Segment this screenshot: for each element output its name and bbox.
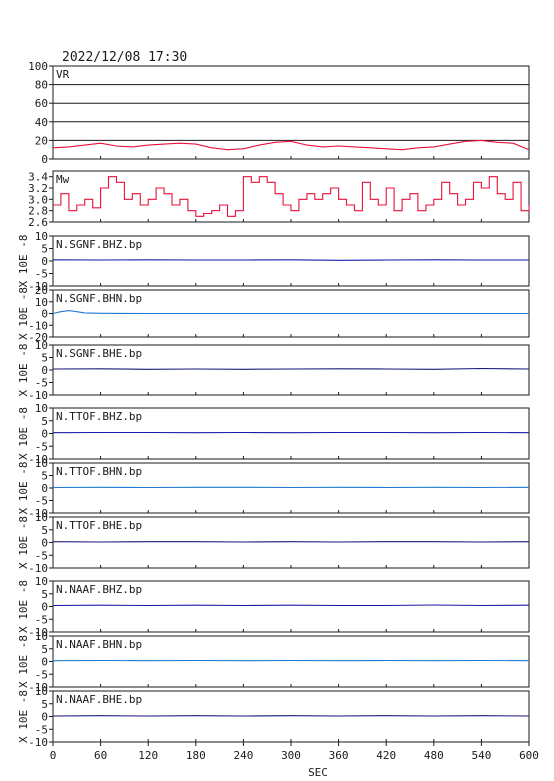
x-tick-label: 0: [50, 749, 57, 762]
x-tick-label: 240: [233, 749, 253, 762]
y-tick-label: 0: [41, 537, 48, 550]
y-tick-label: 5: [41, 415, 48, 428]
series-line: [52, 367, 530, 370]
panel-label: N.TTOF.BHZ.bp: [56, 410, 142, 423]
y-tick-label: 10: [35, 575, 48, 588]
series-line: [52, 259, 529, 261]
y-tick-label: 80: [35, 79, 48, 92]
y-tick-label: 10: [35, 230, 48, 243]
panel-label: N.NAAF.BHE.bp: [56, 693, 142, 706]
y-tick-label: 5: [41, 352, 48, 365]
y-tick-label: 0: [41, 364, 48, 377]
panel-label: N.NAAF.BHN.bp: [56, 638, 142, 651]
y-tick-label: -10: [28, 626, 48, 639]
y-tick-label: 5: [41, 470, 48, 483]
y-tick-label: 40: [35, 116, 48, 129]
y-tick-label: 100: [28, 60, 48, 73]
panel-label: N.TTOF.BHN.bp: [56, 465, 142, 478]
y-tick-label: 5: [41, 698, 48, 711]
y-tick-label: 0: [41, 153, 48, 166]
y-axis-label: X 10E -8: [17, 690, 30, 743]
y-tick-label: -5: [35, 268, 48, 281]
x-tick-label: 60: [94, 749, 107, 762]
y-tick-label: -5: [35, 668, 48, 681]
x-tick-label: 300: [281, 749, 301, 762]
y-tick-label: 0: [41, 482, 48, 495]
y-tick-label: -10: [28, 736, 48, 749]
timestamp-label: 2022/12/08 17:30: [62, 50, 188, 65]
x-tick-label: 180: [186, 749, 206, 762]
x-axis-label: SEC: [308, 766, 328, 779]
panel-label: N.SGNF.BHZ.bp: [56, 238, 142, 251]
y-tick-label: -5: [35, 495, 48, 508]
y-tick-label: 10: [35, 511, 48, 524]
y-tick-label: -10: [28, 453, 48, 466]
panel-label: VR: [56, 68, 70, 81]
series-line: [53, 176, 530, 217]
y-tick-label: -5: [35, 723, 48, 736]
y-tick-label: 0: [41, 308, 48, 321]
y-tick-label: 2.8: [28, 205, 48, 218]
y-tick-label: 0: [41, 601, 48, 614]
y-tick-label: 0: [41, 255, 48, 268]
panel-label: N.TTOF.BHE.bp: [56, 519, 142, 532]
panel-frame: [52, 65, 530, 160]
y-tick-label: 10: [35, 685, 48, 698]
y-axis-label: X 10E -8: [17, 344, 30, 397]
y-tick-label: 10: [35, 339, 48, 352]
y-axis-label: X 10E -8: [17, 287, 30, 340]
y-tick-label: 5: [41, 643, 48, 656]
y-axis-label: X 10E -8: [17, 635, 30, 688]
panel-label: N.NAAF.BHZ.bp: [56, 583, 142, 596]
y-axis-label: X 10E -8: [17, 235, 30, 288]
x-tick-label: 480: [424, 749, 444, 762]
y-tick-label: -10: [28, 280, 48, 293]
y-tick-label: 10: [35, 296, 48, 309]
y-tick-label: 0: [41, 428, 48, 441]
y-tick-label: -20: [28, 331, 48, 344]
series-line: [52, 310, 529, 315]
y-axis-label: X 10E -8: [17, 580, 30, 633]
y-tick-label: 10: [35, 630, 48, 643]
y-axis-label: X 10E -8: [17, 516, 30, 569]
y-tick-label: -5: [35, 613, 48, 626]
y-tick-label: -5: [35, 440, 48, 453]
x-tick-label: 360: [329, 749, 349, 762]
y-axis-label: X 10E -8: [17, 462, 30, 515]
y-axis-label: X 10E -8: [17, 407, 30, 460]
y-tick-label: 0: [41, 711, 48, 724]
y-tick-label: -10: [28, 319, 48, 332]
y-tick-label: -10: [28, 562, 48, 575]
panel-label: Mw: [56, 173, 70, 186]
y-tick-label: 3.0: [28, 193, 48, 206]
y-tick-label: 5: [41, 243, 48, 256]
y-tick-label: 2.6: [28, 216, 48, 229]
x-tick-label: 600: [519, 749, 539, 762]
y-tick-label: -5: [35, 549, 48, 562]
x-tick-label: 120: [138, 749, 158, 762]
y-tick-label: -10: [28, 681, 48, 694]
y-tick-label: 60: [35, 97, 48, 110]
x-tick-label: 420: [376, 749, 396, 762]
y-tick-label: 3.4: [28, 171, 48, 184]
y-tick-label: 10: [35, 457, 48, 470]
series-line: [52, 604, 530, 607]
panel-label: N.SGNF.BHE.bp: [56, 347, 142, 360]
y-tick-label: 20: [35, 134, 48, 147]
y-tick-label: 10: [35, 402, 48, 415]
y-tick-label: 5: [41, 524, 48, 537]
panel-label: N.SGNF.BHN.bp: [56, 292, 142, 305]
y-tick-label: -10: [28, 389, 48, 402]
x-tick-label: 540: [471, 749, 491, 762]
y-tick-label: -10: [28, 507, 48, 520]
y-tick-label: -5: [35, 377, 48, 390]
y-tick-label: 0: [41, 656, 48, 669]
y-tick-label: 5: [41, 588, 48, 601]
y-tick-label: 3.2: [28, 182, 48, 195]
series-line: [52, 139, 530, 151]
y-tick-label: 20: [35, 284, 48, 297]
